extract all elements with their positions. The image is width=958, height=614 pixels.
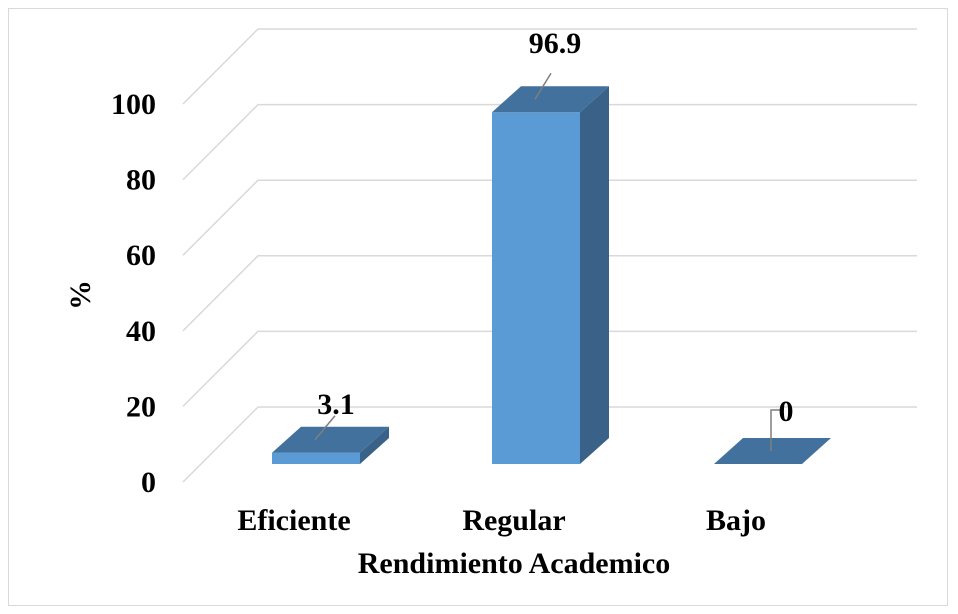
data-labels: 3.1 96.9 0 — [314, 27, 794, 451]
y-tick-label-80: 80 — [126, 164, 156, 197]
gridline-20 — [182, 330, 917, 407]
leader-line — [770, 409, 783, 451]
y-tick-label-100: 100 — [111, 88, 156, 121]
x-tick-label-bajo: Bajo — [706, 504, 766, 537]
data-label-text: 96.9 — [529, 27, 582, 60]
y-tick-label-60: 60 — [126, 239, 156, 272]
bar-front-face — [492, 112, 580, 465]
x-axis-title: Rendimiento Academico — [358, 547, 670, 580]
data-label-bajo: 0 — [770, 395, 794, 451]
bar-side-face — [360, 426, 389, 464]
data-label-eficiente: 3.1 — [314, 388, 355, 441]
gridline-100 — [182, 28, 917, 105]
gridline-40 — [182, 255, 917, 332]
x-tick-label-regular: Regular — [462, 504, 565, 537]
bar-eficiente — [272, 426, 389, 464]
y-axis-title: % — [64, 280, 97, 310]
x-tick-label-eficiente: Eficiente — [237, 504, 350, 537]
bar-top-face — [492, 86, 609, 113]
bar-top-face — [272, 426, 389, 453]
y-axis-ticks: 0 20 40 60 80 100 — [111, 88, 156, 499]
gridline-80 — [182, 103, 917, 181]
bars — [272, 86, 831, 465]
data-label-text: 3.1 — [317, 388, 355, 421]
bar-regular — [492, 86, 609, 465]
data-label-regular: 96.9 — [529, 27, 582, 100]
data-label-text: 0 — [779, 395, 794, 428]
gridline-60 — [182, 179, 917, 256]
gridlines — [182, 28, 917, 483]
leader-line — [534, 72, 552, 100]
bar-bajo — [714, 438, 831, 464]
leader-line — [314, 415, 336, 441]
x-axis-ticks: Eficiente Regular Bajo — [237, 504, 766, 537]
y-tick-label-40: 40 — [126, 315, 156, 348]
chart-frame — [8, 8, 948, 606]
y-tick-label-20: 20 — [126, 390, 156, 423]
y-tick-label-0: 0 — [141, 466, 156, 499]
bar-front-face — [272, 452, 360, 464]
bar-side-face — [580, 86, 609, 465]
gridline-0 — [182, 406, 917, 483]
bar-top-face — [714, 438, 831, 464]
